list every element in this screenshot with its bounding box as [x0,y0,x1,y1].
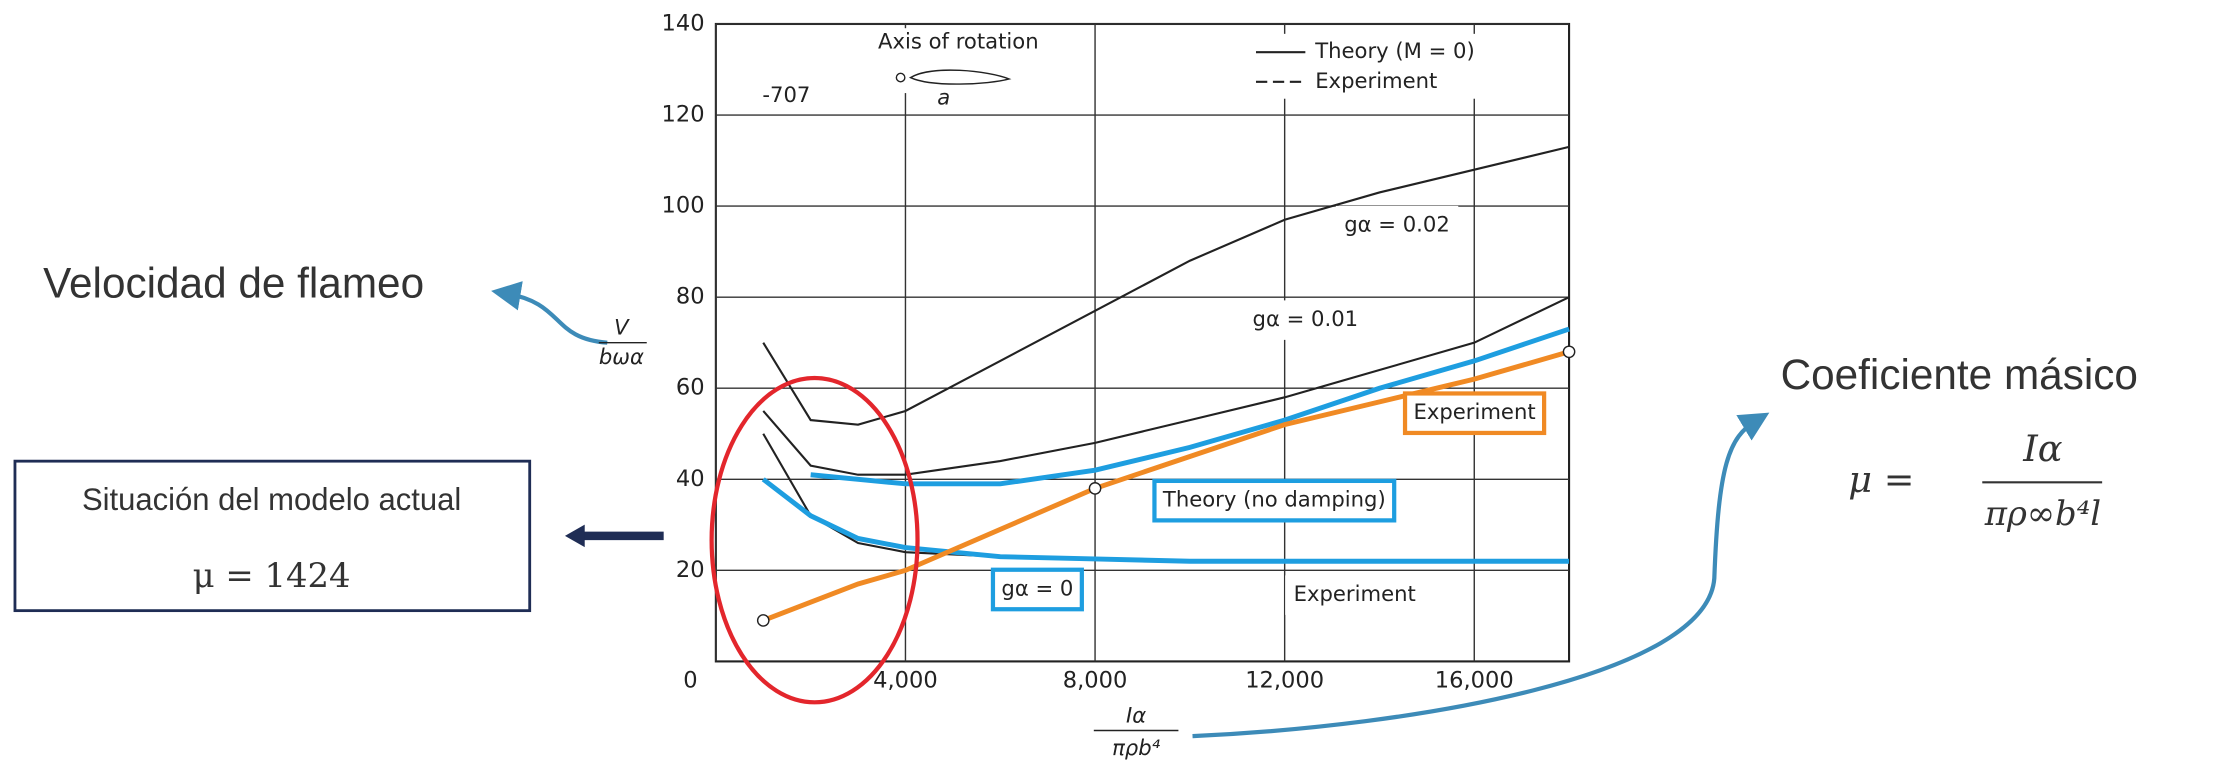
model-title: Situación del modelo actual [82,482,461,517]
y-tick-label: 40 [676,466,705,492]
y-tick-label: 60 [676,375,705,401]
y-tick-label: 80 [676,284,705,310]
slide: Velocidad de flameo Situación del modelo… [0,0,2213,770]
y-tick-label: 140 [662,10,705,36]
legend-label: Theory (M = 0) [1314,38,1475,63]
plot-frame [716,24,1569,661]
arrow-head [565,525,585,548]
annotation: a [937,85,950,110]
x-tick-label: 12,000 [1245,668,1324,694]
experiment-point [1089,483,1100,494]
annotation: -707 [762,82,810,107]
series-label: gα = 0.01 [1253,306,1359,331]
formula-lhs: μ = [1848,458,1914,501]
experiment-point [758,615,769,626]
x-label-num: Iα [1126,702,1146,727]
series-label: Theory (no damping) [1162,487,1386,512]
y-label-num: V [614,315,630,340]
page: {"chart_data": {"type": "line", "y_label… [0,0,2213,770]
y-tick-label: 120 [662,102,705,128]
mass-label: Coeficiente másico [1781,351,2138,398]
series-label: gα = 0 [1001,575,1073,600]
x-tick-label: 4,000 [873,668,938,694]
x-tick-label: 16,000 [1435,668,1514,694]
flutter-label: Velocidad de flameo [43,259,424,306]
y-label-den: bωα [599,344,644,369]
y-tick-label: 20 [676,557,705,583]
series-label: Experiment [1294,581,1416,606]
annotation: Axis of rotation [878,28,1039,53]
arrow [506,293,608,342]
x-label-den: πρb⁴ [1112,735,1161,760]
legend-label: Experiment [1315,68,1437,93]
x-tick-label: 0 [683,668,697,694]
experiment-point [1563,346,1574,357]
series-label: gα = 0.02 [1344,212,1450,237]
axis-point [896,73,904,81]
formula-numerator: Iα [2022,427,2062,470]
plot: 20 40 60 80 100 120 140 0 4,000 8,000 12,000 16,000… [599,10,1575,759]
series-label: Experiment [1413,399,1535,424]
x-tick-label: 8,000 [1063,668,1128,694]
y-tick-label: 100 [662,193,705,219]
formula-denominator: πρ∞b⁴l [1984,494,2101,533]
model-value: μ = 1424 [193,556,351,595]
